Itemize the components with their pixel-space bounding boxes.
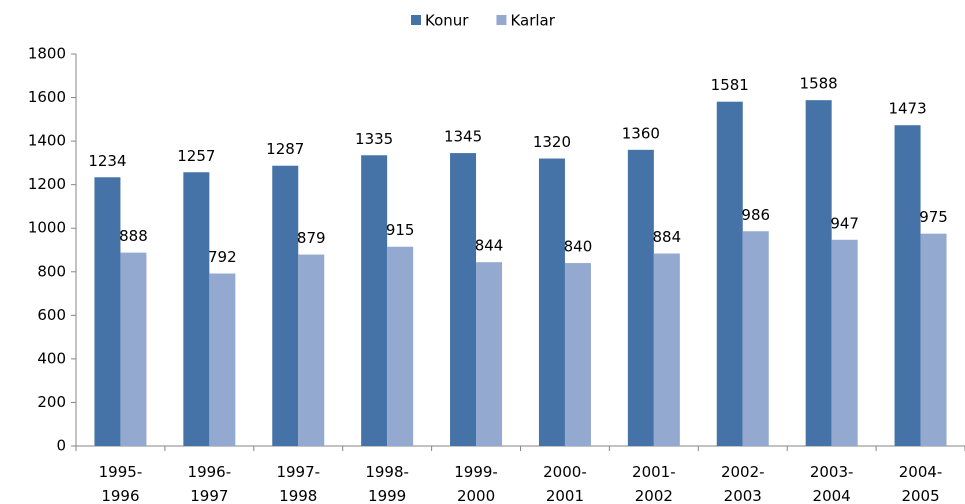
x-tick-label: 1999- 2000 <box>454 463 498 504</box>
bar <box>894 125 921 447</box>
y-tick-label: 600 <box>37 306 66 324</box>
data-label: 1287 <box>266 140 304 158</box>
bar <box>831 239 858 446</box>
bar <box>805 100 832 447</box>
x-tick-line: 1999- <box>454 463 498 481</box>
x-tick-line: 2002 <box>635 487 673 504</box>
bar <box>272 165 299 446</box>
x-tick-label: 2003- 2004 <box>810 463 854 504</box>
data-label: 1581 <box>711 76 749 94</box>
data-label: 1345 <box>444 128 482 146</box>
x-tick-line: 2001 <box>546 487 584 504</box>
bar <box>564 263 591 446</box>
bar <box>653 253 680 446</box>
x-tick-line: 2003- <box>810 463 854 481</box>
data-label: 1473 <box>888 100 926 118</box>
y-tick-label: 0 <box>56 437 66 455</box>
bar <box>183 172 210 446</box>
bar <box>94 177 121 447</box>
x-tick-label: 2002- 2003 <box>721 463 765 504</box>
legend-label: Konur <box>425 12 469 30</box>
bar <box>538 158 565 447</box>
x-tick-line: 2001- <box>632 463 676 481</box>
x-tick-line: 1998 <box>279 487 317 504</box>
legend-swatch <box>411 15 421 25</box>
x-tick-line: 1999 <box>368 487 406 504</box>
data-label: 884 <box>653 228 682 246</box>
bar <box>476 262 503 446</box>
legend-swatch <box>496 15 507 25</box>
bar <box>627 149 654 447</box>
x-tick-line: 1996 <box>101 487 139 504</box>
x-tick-line: 1998- <box>365 463 409 481</box>
data-label: 840 <box>564 238 593 256</box>
y-tick-label: 1200 <box>28 175 66 193</box>
x-tick-line: 2002- <box>721 463 765 481</box>
y-tick-label: 1000 <box>28 219 66 237</box>
data-label: 1234 <box>88 152 126 170</box>
x-tick-label: 1995- 1996 <box>99 463 143 504</box>
x-tick-label: 1997- 1998 <box>276 463 320 504</box>
data-label: 1320 <box>533 133 571 151</box>
y-tick-label: 800 <box>37 262 66 280</box>
bar <box>120 252 147 446</box>
x-tick-line: 1997 <box>190 487 228 504</box>
legend-label: Karlar <box>510 12 555 30</box>
x-tick-line: 2004- <box>899 463 943 481</box>
data-label: 986 <box>741 206 770 224</box>
x-tick-label: 1996- 1997 <box>188 463 232 504</box>
data-label: 844 <box>475 237 504 255</box>
data-label: 1257 <box>177 147 215 165</box>
bar <box>742 231 769 446</box>
bar <box>209 273 236 446</box>
bar <box>298 254 325 446</box>
data-label: 879 <box>297 229 326 247</box>
y-tick-label: 200 <box>37 393 66 411</box>
data-label: 975 <box>919 208 948 226</box>
y-tick-label: 400 <box>37 349 66 367</box>
data-label: 1588 <box>800 75 838 93</box>
y-tick-label: 1800 <box>28 45 66 63</box>
bar <box>387 246 414 446</box>
data-label: 915 <box>386 221 415 239</box>
x-tick-line: 1996- <box>188 463 232 481</box>
x-tick-label: 2001- 2002 <box>632 463 676 504</box>
x-tick-line: 1995- <box>99 463 143 481</box>
x-tick-line: 1997- <box>276 463 320 481</box>
x-tick-line: 2003 <box>724 487 762 504</box>
bar <box>450 153 477 447</box>
data-label: 1335 <box>355 130 393 148</box>
x-tick-label: 1998- 1999 <box>365 463 409 504</box>
x-tick-line: 2004 <box>813 487 851 504</box>
bar <box>920 233 947 446</box>
bar <box>716 101 743 447</box>
x-tick-label: 2000- 2001 <box>543 463 587 504</box>
x-tick-line: 2000- <box>543 463 587 481</box>
data-label: 888 <box>119 227 148 245</box>
x-tick-label: 2004- 2005 <box>899 463 943 504</box>
data-label: 792 <box>208 248 237 266</box>
y-tick-label: 1600 <box>28 88 66 106</box>
x-tick-line: 2000 <box>457 487 495 504</box>
x-tick-line: 2005 <box>901 487 939 504</box>
bar <box>361 155 388 446</box>
y-tick-label: 1400 <box>28 132 66 150</box>
data-label: 1360 <box>622 124 660 142</box>
data-label: 947 <box>830 214 859 232</box>
